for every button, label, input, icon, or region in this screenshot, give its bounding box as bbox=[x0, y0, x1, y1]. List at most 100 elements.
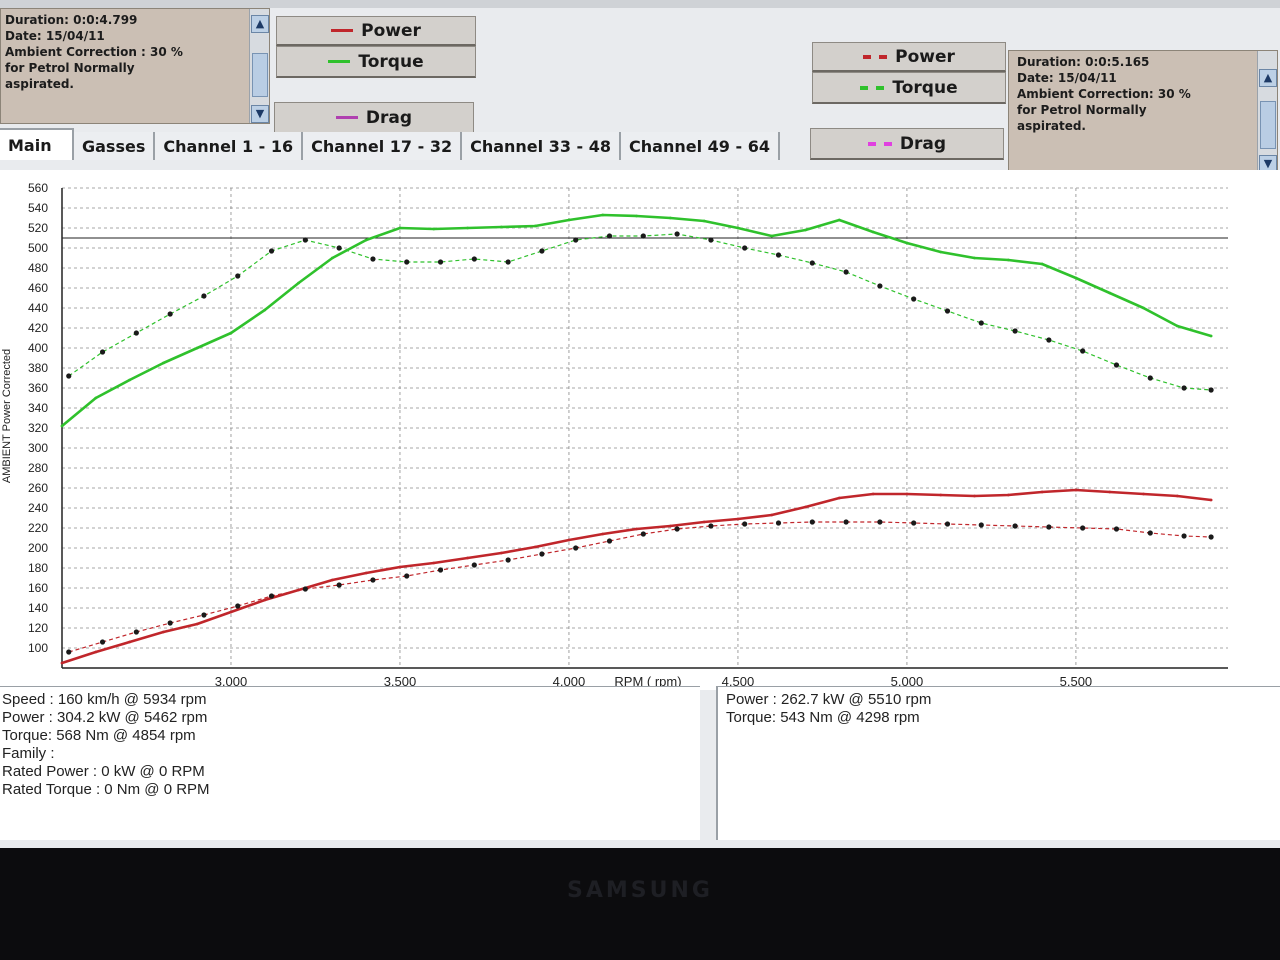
torque-data-point bbox=[1208, 387, 1214, 393]
y-tick-label: 340 bbox=[28, 401, 48, 415]
power-data-point bbox=[161, 630, 165, 634]
torque-data-point bbox=[674, 231, 680, 237]
power-data-point bbox=[1108, 490, 1112, 494]
scroll-thumb[interactable] bbox=[252, 53, 268, 97]
stat-line: Rated Torque : 0 Nm @ 0 RPM bbox=[2, 781, 210, 798]
run-info-scrollbar-left[interactable]: ▲ ▼ bbox=[249, 9, 269, 123]
stat-line: Family : bbox=[2, 745, 55, 762]
tab-channel-1-16[interactable]: Channel 1 - 16 bbox=[155, 132, 304, 160]
power-data-point bbox=[201, 612, 207, 618]
torque-data-point bbox=[398, 226, 402, 230]
torque-data-point bbox=[635, 214, 638, 218]
scroll-down-icon[interactable]: ▼ bbox=[251, 105, 269, 123]
y-tick-label: 480 bbox=[28, 261, 48, 275]
y-tick-label: 140 bbox=[28, 601, 48, 615]
legend-drag-button-right[interactable]: Drag bbox=[810, 128, 1004, 160]
run-info-line: Ambient Correction: 30 % bbox=[1017, 87, 1191, 101]
legend-power-button-left[interactable]: Power bbox=[276, 16, 476, 46]
power-data-point bbox=[370, 577, 376, 583]
legend-power-button-right[interactable]: Power bbox=[812, 42, 1006, 72]
power-dashed-line bbox=[68, 521, 1212, 653]
torque-data-point bbox=[978, 320, 984, 326]
power-data-point bbox=[1080, 525, 1086, 531]
power-data-point bbox=[229, 610, 233, 614]
scroll-down-icon[interactable]: ▼ bbox=[1259, 155, 1277, 173]
power-data-point bbox=[263, 598, 267, 602]
tab-gasses[interactable]: Gasses bbox=[74, 132, 156, 160]
power-data-point bbox=[601, 532, 605, 536]
scroll-up-icon[interactable]: ▲ bbox=[1259, 69, 1277, 87]
torque-data-point bbox=[364, 238, 368, 242]
power-data-point bbox=[1181, 533, 1187, 539]
torque-data-point bbox=[809, 260, 815, 266]
run-info-line: aspirated. bbox=[1017, 119, 1086, 133]
torque-data-point bbox=[567, 218, 571, 222]
torque-data-point bbox=[640, 233, 646, 239]
power-data-point bbox=[539, 551, 545, 557]
torque-data-point bbox=[742, 245, 748, 251]
run-info-panel-left: Duration: 0:0:4.799 Date: 15/04/11 Ambie… bbox=[0, 8, 270, 124]
dyno-chart: 100 120 140 160 180 200 220 240 260 280 300 320 340 3… bbox=[0, 170, 1280, 690]
power-data-point bbox=[1147, 530, 1153, 536]
y-tick-label: 240 bbox=[28, 501, 48, 515]
y-tick-label: 400 bbox=[28, 341, 48, 355]
tab-channel-17-32[interactable]: Channel 17 - 32 bbox=[303, 132, 463, 160]
y-tick-label: 560 bbox=[28, 181, 48, 195]
torque-data-point bbox=[973, 256, 976, 260]
power-data-point bbox=[128, 640, 131, 644]
tab-channel-33-48[interactable]: Channel 33 - 48 bbox=[462, 132, 622, 160]
run-info-line: Date: 15/04/11 bbox=[1017, 71, 1117, 85]
y-tick-label: 300 bbox=[28, 441, 48, 455]
y-tick-label: 100 bbox=[28, 641, 48, 655]
torque-dashed-swatch-icon bbox=[860, 85, 885, 90]
power-data-point bbox=[978, 522, 984, 528]
tab-bar: Main Gasses Channel 1 - 16 Channel 17 - … bbox=[0, 128, 880, 160]
tab-main[interactable]: Main bbox=[0, 128, 74, 160]
torque-data-point bbox=[871, 230, 875, 234]
stat-line: Speed : 160 km/h @ 5934 rpm bbox=[2, 691, 207, 708]
power-data-point bbox=[843, 519, 849, 525]
run-info-panel-right: Duration: 0:0:5.165 Date: 15/04/11 Ambie… bbox=[1008, 50, 1278, 174]
power-data-point bbox=[775, 520, 782, 526]
torque-data-point bbox=[905, 241, 909, 245]
torque-data-point bbox=[1209, 334, 1213, 338]
torque-line-swatch-icon bbox=[328, 60, 351, 63]
power-data-point bbox=[973, 494, 976, 498]
run-info-scrollbar-right[interactable]: ▲ ▼ bbox=[1257, 51, 1277, 173]
torque-data-point bbox=[66, 373, 72, 379]
torque-data-point bbox=[770, 234, 774, 238]
power-data-point bbox=[702, 520, 706, 524]
power-dashed-swatch-icon bbox=[863, 54, 888, 59]
torque-data-point bbox=[1181, 385, 1187, 391]
tab-channel-49-64[interactable]: Channel 49 - 64 bbox=[621, 132, 780, 160]
power-data-point bbox=[1208, 534, 1214, 540]
legend-torque-button-left[interactable]: Torque bbox=[276, 46, 476, 78]
run-info-line: Duration: 0:0:5.165 bbox=[1017, 55, 1150, 69]
power-data-point bbox=[944, 521, 951, 527]
x-tick-label: 5,000 bbox=[891, 674, 924, 689]
run-info-line: Ambient Correction : 30 % bbox=[5, 45, 183, 59]
torque-data-point bbox=[499, 225, 503, 229]
torque-data-point bbox=[336, 245, 342, 251]
legend-torque-button-right[interactable]: Torque bbox=[812, 72, 1006, 104]
torque-data-point bbox=[133, 330, 139, 336]
torque-data-point bbox=[201, 293, 207, 299]
power-data-point bbox=[133, 629, 139, 635]
torque-data-point bbox=[195, 346, 199, 350]
x-tick-label: 4,500 bbox=[722, 674, 755, 689]
torque-data-point bbox=[404, 259, 410, 265]
scroll-up-icon[interactable]: ▲ bbox=[251, 15, 269, 33]
power-data-point bbox=[1012, 523, 1018, 529]
stat-line: Power : 262.7 kW @ 5510 rpm bbox=[726, 691, 932, 708]
power-data-point bbox=[804, 505, 807, 509]
y-tick-label: 420 bbox=[28, 321, 48, 335]
power-data-point bbox=[708, 523, 714, 529]
power-data-point bbox=[939, 493, 943, 497]
run-stats-panel-right: Power : 262.7 kW @ 5510 rpm Torque: 543 … bbox=[716, 686, 1280, 840]
power-data-point bbox=[398, 565, 402, 569]
legend-drag-button-left[interactable]: Drag bbox=[274, 102, 474, 134]
torque-data-point bbox=[775, 252, 782, 258]
torque-data-point bbox=[601, 213, 605, 217]
power-data-point bbox=[736, 517, 740, 521]
scroll-thumb[interactable] bbox=[1260, 101, 1276, 149]
